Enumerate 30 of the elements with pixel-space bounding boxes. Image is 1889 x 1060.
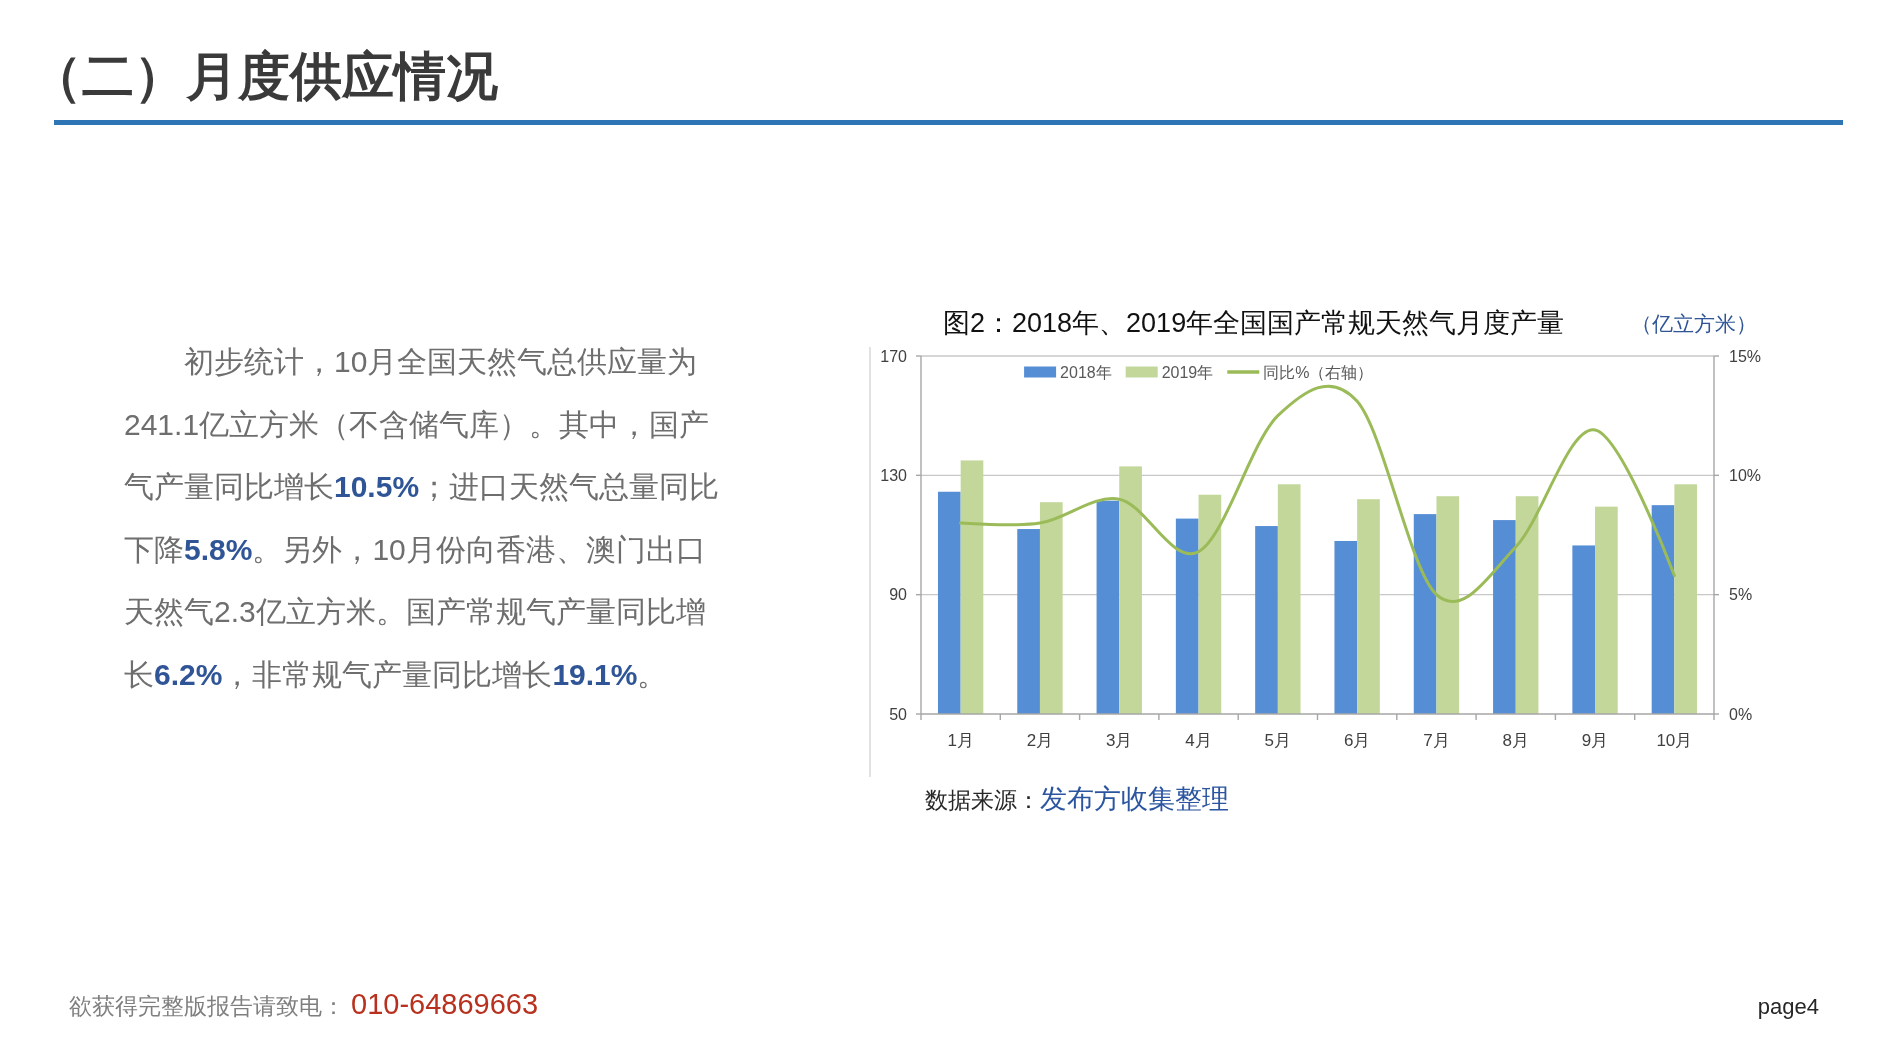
legend-label: 同比%（右轴） — [1263, 363, 1374, 381]
x-tick-label: 10月 — [1656, 731, 1693, 750]
x-tick-label: 1月 — [947, 731, 974, 750]
x-tick-label: 9月 — [1581, 731, 1609, 750]
x-tick-label: 3月 — [1106, 731, 1133, 750]
x-tick-label: 4月 — [1185, 731, 1212, 750]
x-tick-label: 5月 — [1264, 731, 1292, 750]
y-tick-label: 90 — [889, 586, 908, 604]
y-tick-label: 170 — [880, 347, 908, 365]
x-tick-label: 6月 — [1343, 731, 1371, 750]
y-tick-label: 130 — [880, 466, 908, 484]
text: （亿立方米） — [1631, 312, 1757, 335]
source-note: 数据来源： — [925, 787, 1040, 813]
x-tick-label: 7月 — [1423, 731, 1450, 750]
y2-tick-label: 10% — [1729, 466, 1762, 484]
text: 发布方收集整理 — [1040, 784, 1229, 814]
text: page4 — [1757, 994, 1819, 1019]
x-tick-label: 2月 — [1026, 731, 1054, 750]
legend-label: 2019年 — [1161, 363, 1214, 381]
text: 欲获得完整版报告请致电： — [69, 994, 345, 1019]
chart-title: 图2：2018年、2019年全国国产常规天然气月度产量 — [943, 308, 1565, 338]
y2-tick-label: 5% — [1729, 586, 1753, 604]
y2-tick-label: 15% — [1729, 347, 1762, 365]
text: 010-64869663 — [351, 988, 539, 1020]
y2-tick-label: 0% — [1729, 705, 1753, 723]
text: 初步统计，10月全国天然气总供应量为241.1亿立方米（不含储气库）。其中，国产气产量同比增长10.5%；进口天然气总量同比下降5.8%。另外，10月份向香港、澳门出口天然气2.3亿立方米。国产常规气产量同比增长6.2%，非常规气产量同比增长19.1%。 — [124, 345, 720, 691]
legend-label: 2018年 — [1060, 363, 1112, 381]
text: （二）月度供应情况 — [30, 47, 498, 105]
y-tick-label: 50 — [889, 705, 908, 723]
x-tick-label: 8月 — [1502, 731, 1529, 750]
